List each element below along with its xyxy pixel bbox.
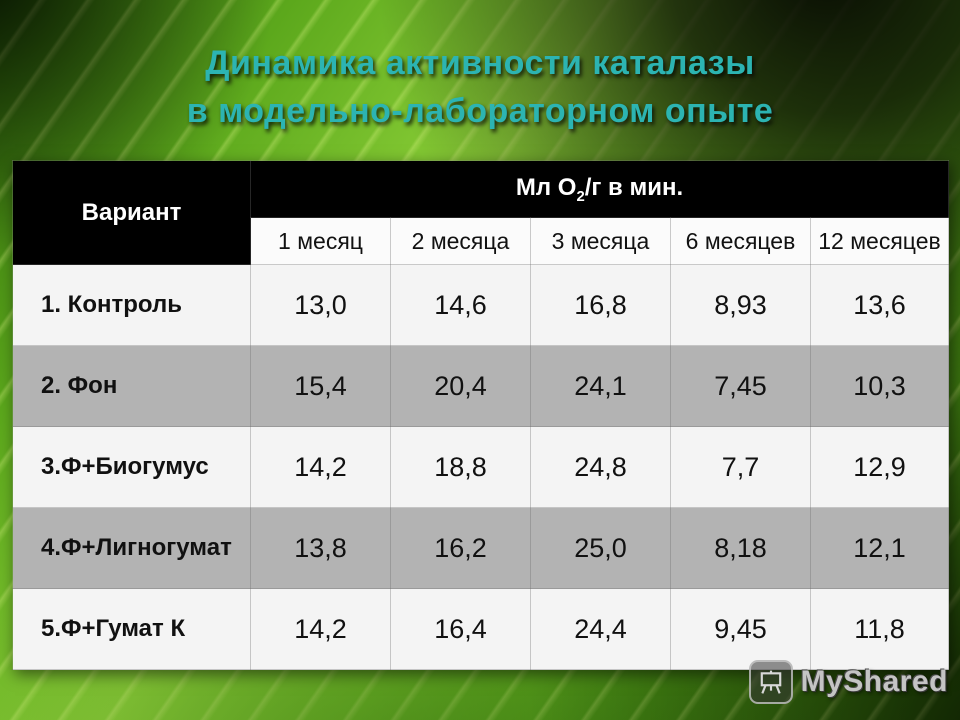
col-header-month-2: 2 месяца xyxy=(390,217,531,265)
unit-suffix: /г в мин. xyxy=(584,173,684,201)
value-cell: 9,45 xyxy=(670,588,811,670)
value-cell: 7,7 xyxy=(670,426,811,508)
row-label: 4.Ф+Лигногумат xyxy=(12,507,251,589)
unit-prefix: Мл О xyxy=(515,173,577,201)
value-cell: 13,8 xyxy=(250,507,391,589)
col-header-month-6: 6 месяцев xyxy=(670,217,811,265)
value-cell: 24,8 xyxy=(530,426,671,508)
value-cell: 14,2 xyxy=(250,588,391,670)
value-cell: 7,45 xyxy=(670,345,811,427)
row-label: 3.Ф+Биогумус xyxy=(12,426,251,508)
value-cell: 24,4 xyxy=(530,588,671,670)
value-cell: 13,6 xyxy=(809,264,950,346)
value-cell: 16,4 xyxy=(390,588,531,670)
row-label: 5.Ф+Гумат К xyxy=(12,588,251,670)
unit-subscript: 2 xyxy=(576,188,585,205)
catalase-activity-table: Вариант Мл О2/г в мин. 1 месяц 2 месяца … xyxy=(12,160,950,670)
col-header-month-3: 3 месяца xyxy=(530,217,671,265)
value-cell: 8,18 xyxy=(670,507,811,589)
value-cell: 12,9 xyxy=(809,426,950,508)
value-cell: 14,6 xyxy=(390,264,531,346)
row-label: 2. Фон xyxy=(12,345,251,427)
title-line-1: Динамика активности каталазы xyxy=(205,44,755,82)
value-cell: 16,2 xyxy=(390,507,531,589)
value-cell: 11,8 xyxy=(809,588,950,670)
value-cell: 8,93 xyxy=(670,264,811,346)
table-row-biogumus: 3.Ф+Биогумус 14,2 18,8 24,8 7,7 12,9 xyxy=(12,426,950,508)
value-cell: 14,2 xyxy=(250,426,391,508)
value-cell: 18,8 xyxy=(390,426,531,508)
col-header-month-1: 1 месяц xyxy=(250,217,391,265)
col-header-month-12: 12 месяцев xyxy=(809,217,950,265)
presentation-board-icon xyxy=(748,660,793,704)
watermark-label: MyShared xyxy=(800,665,948,698)
value-cell: 25,0 xyxy=(530,507,671,589)
value-cell: 20,4 xyxy=(390,345,531,427)
value-cell: 10,3 xyxy=(809,345,950,427)
value-cell: 15,4 xyxy=(250,345,391,427)
value-cell: 16,8 xyxy=(530,264,671,346)
table-row-lignogumat: 4.Ф+Лигногумат 13,8 16,2 25,0 8,18 12,1 xyxy=(12,507,950,589)
table-row-gumat-k: 5.Ф+Гумат К 14,2 16,4 24,4 9,45 11,8 xyxy=(12,588,950,670)
title-line-2: в модельно-лабораторном опыте xyxy=(186,91,774,130)
value-cell: 13,0 xyxy=(250,264,391,346)
table-row-control: 1. Контроль 13,0 14,6 16,8 8,93 13,6 xyxy=(12,264,950,346)
slide-title: Динамика активности каталазы в модельно-… xyxy=(0,40,960,135)
myshared-watermark: MyShared xyxy=(748,660,948,704)
col-header-variant: Вариант xyxy=(12,160,251,265)
value-cell: 24,1 xyxy=(530,345,671,427)
col-group-header-unit: Мл О2/г в мин. xyxy=(249,160,950,218)
value-cell: 12,1 xyxy=(809,507,950,589)
table-row-fon: 2. Фон 15,4 20,4 24,1 7,45 10,3 xyxy=(12,345,950,427)
row-label: 1. Контроль xyxy=(12,264,251,346)
